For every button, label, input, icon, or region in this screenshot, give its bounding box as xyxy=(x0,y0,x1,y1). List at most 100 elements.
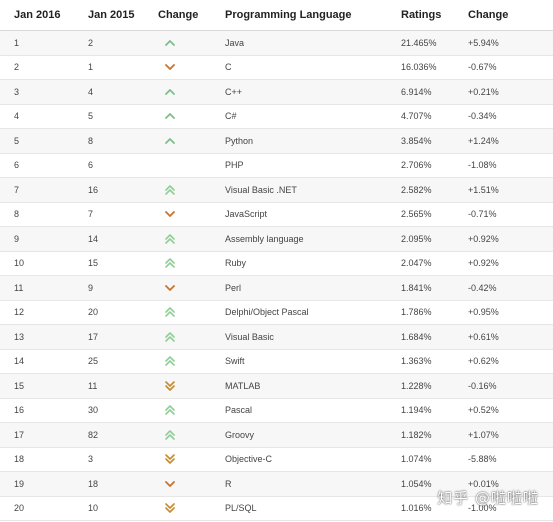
table-row: 14 25 Swift 1.363% +0.62% xyxy=(0,349,553,374)
change-percent-cell: +0.95% xyxy=(468,300,553,325)
rank-2015-cell: 82 xyxy=(74,422,158,448)
header-jan-2016[interactable]: Jan 2016 xyxy=(0,0,74,31)
rating-cell: 1.786% xyxy=(401,300,468,325)
up-icon xyxy=(158,87,225,97)
rank-2015-cell: 8 xyxy=(74,128,158,154)
change-percent-cell: +0.92% xyxy=(468,226,553,252)
down-icon xyxy=(158,283,225,293)
language-name-cell: Ruby xyxy=(225,251,401,276)
trend-cell xyxy=(158,30,225,56)
up-icon xyxy=(158,38,225,48)
language-name-cell: Perl xyxy=(225,275,401,301)
language-name-cell: Python xyxy=(225,128,401,154)
language-name-cell: Visual Basic .NET xyxy=(225,177,401,203)
up-icon xyxy=(158,111,225,121)
language-name-cell: R xyxy=(225,471,401,497)
change-percent-cell: +5.94% xyxy=(468,30,553,56)
change-percent-cell: -0.34% xyxy=(468,104,553,129)
double-up-icon xyxy=(158,355,225,367)
language-name-cell: PHP xyxy=(225,153,401,178)
table-row: 19 18 R 1.054% +0.01% xyxy=(0,471,553,497)
table-row: 17 82 Groovy 1.182% +1.07% xyxy=(0,422,553,448)
down-icon xyxy=(158,479,225,489)
rank-2015-cell: 5 xyxy=(74,104,158,129)
trend-cell xyxy=(158,202,225,227)
rating-cell: 1.684% xyxy=(401,324,468,350)
header-change-percent[interactable]: Change xyxy=(468,0,553,31)
rank-2015-cell: 14 xyxy=(74,226,158,252)
trend-cell xyxy=(158,373,225,399)
change-percent-cell: -0.71% xyxy=(468,202,553,227)
table-row: 7 16 Visual Basic .NET 2.582% +1.51% xyxy=(0,177,553,203)
rank-2016-cell: 17 xyxy=(0,422,74,448)
trend-cell xyxy=(158,471,225,497)
change-percent-cell: -0.42% xyxy=(468,275,553,301)
rank-2016-cell: 3 xyxy=(0,79,74,105)
rank-2015-cell: 7 xyxy=(74,202,158,227)
change-percent-cell: +1.51% xyxy=(468,177,553,203)
table-row: 20 10 PL/SQL 1.016% -1.00% xyxy=(0,496,553,521)
rank-2015-cell: 25 xyxy=(74,349,158,374)
table-row: 3 4 C++ 6.914% +0.21% xyxy=(0,79,553,105)
rank-2016-cell: 8 xyxy=(0,202,74,227)
table-row: 11 9 Perl 1.841% -0.42% xyxy=(0,275,553,301)
double-up-icon xyxy=(158,429,225,441)
change-percent-cell: +0.61% xyxy=(468,324,553,350)
rating-cell: 1.228% xyxy=(401,373,468,399)
rank-2016-cell: 20 xyxy=(0,496,74,521)
trend-cell xyxy=(158,398,225,423)
rating-cell: 3.854% xyxy=(401,128,468,154)
language-name-cell: Visual Basic xyxy=(225,324,401,350)
change-percent-cell: +0.01% xyxy=(468,471,553,497)
table-row: 1 2 Java 21.465% +5.94% xyxy=(0,30,553,56)
trend-cell xyxy=(158,79,225,105)
language-name-cell: JavaScript xyxy=(225,202,401,227)
language-name-cell: Assembly language xyxy=(225,226,401,252)
trend-cell xyxy=(158,128,225,154)
rating-cell: 2.047% xyxy=(401,251,468,276)
trend-cell xyxy=(158,349,225,374)
double-up-icon xyxy=(158,233,225,245)
double-up-icon xyxy=(158,306,225,318)
header-change[interactable]: Change xyxy=(158,0,225,31)
up-icon xyxy=(158,136,225,146)
language-name-cell: Delphi/Object Pascal xyxy=(225,300,401,325)
change-percent-cell: -5.88% xyxy=(468,447,553,472)
trend-cell xyxy=(158,55,225,80)
rank-2015-cell: 15 xyxy=(74,251,158,276)
table-row: 5 8 Python 3.854% +1.24% xyxy=(0,128,553,154)
table-row: 2 1 C 16.036% -0.67% xyxy=(0,55,553,80)
rating-cell: 2.095% xyxy=(401,226,468,252)
table-row: 8 7 JavaScript 2.565% -0.71% xyxy=(0,202,553,227)
rank-2016-cell: 7 xyxy=(0,177,74,203)
trend-cell xyxy=(158,496,225,521)
rank-2016-cell: 6 xyxy=(0,153,74,178)
language-name-cell: Objective-C xyxy=(225,447,401,472)
double-up-icon xyxy=(158,331,225,343)
rank-2016-cell: 19 xyxy=(0,471,74,497)
double-up-icon xyxy=(158,404,225,416)
rating-cell: 1.074% xyxy=(401,447,468,472)
rank-2016-cell: 4 xyxy=(0,104,74,129)
rating-cell: 16.036% xyxy=(401,55,468,80)
header-jan-2015[interactable]: Jan 2015 xyxy=(74,0,158,31)
language-name-cell: Pascal xyxy=(225,398,401,423)
trend-cell xyxy=(158,300,225,325)
change-percent-cell: -0.67% xyxy=(468,55,553,80)
trend-cell xyxy=(158,447,225,472)
rank-2016-cell: 16 xyxy=(0,398,74,423)
double-up-icon xyxy=(158,257,225,269)
rank-2016-cell: 10 xyxy=(0,251,74,276)
header-ratings[interactable]: Ratings xyxy=(401,0,468,31)
rating-cell: 1.363% xyxy=(401,349,468,374)
trend-cell xyxy=(158,226,225,252)
rank-2015-cell: 11 xyxy=(74,373,158,399)
rating-cell: 21.465% xyxy=(401,30,468,56)
language-name-cell: MATLAB xyxy=(225,373,401,399)
header-programming-language[interactable]: Programming Language xyxy=(225,0,401,31)
table-row: 9 14 Assembly language 2.095% +0.92% xyxy=(0,226,553,252)
table-header-row: Jan 2016 Jan 2015 Change Programming Lan… xyxy=(0,0,553,31)
change-percent-cell: +0.92% xyxy=(468,251,553,276)
rank-2016-cell: 1 xyxy=(0,30,74,56)
rank-2016-cell: 2 xyxy=(0,55,74,80)
